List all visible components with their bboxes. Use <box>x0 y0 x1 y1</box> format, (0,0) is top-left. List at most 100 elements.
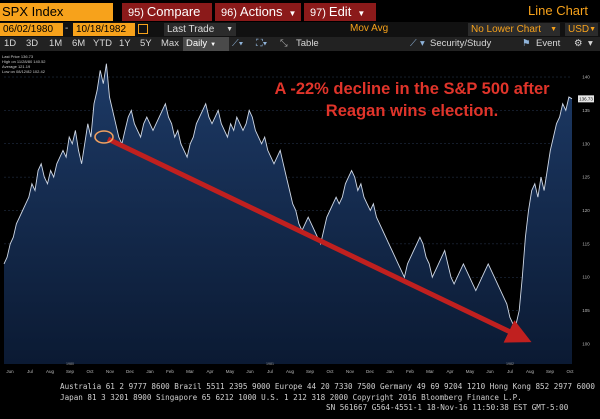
table-button[interactable]: Table <box>296 38 319 49</box>
legend: Last Price 136.73 High on 11/28/80 140.5… <box>2 54 46 74</box>
currency-select[interactable]: USD ▼ <box>565 23 598 36</box>
edit-button[interactable]: 97) Edit ▼ <box>304 3 376 21</box>
actions-number: 96) <box>221 7 237 19</box>
legend-low: Low on 08/12/82 102.42 <box>2 69 45 74</box>
ticker-field[interactable]: SPX Index <box>0 3 113 21</box>
edit-number: 97) <box>310 7 326 19</box>
compare-button[interactable]: 95) Compare <box>122 3 212 21</box>
x-tick-label: Aug <box>286 369 295 374</box>
annotate-icon[interactable]: ⟋ <box>410 38 417 49</box>
event-button[interactable]: Event <box>536 38 561 49</box>
price-line <box>3 63 573 325</box>
actions-label: Actions <box>239 4 283 19</box>
frequency-label: Daily <box>186 38 208 49</box>
actions-caret-icon: ▼ <box>288 9 297 18</box>
x-tick-label: Feb <box>166 369 174 374</box>
y-axis: 100 105 110 115 120 125 130 135 140 <box>582 75 590 347</box>
x-tick-label: Sep <box>66 369 75 374</box>
x-year-label: 1982 <box>506 362 514 366</box>
y-tick-label: 105 <box>582 308 590 313</box>
x-tick-label: Aug <box>526 369 535 374</box>
x-tick-label: Oct <box>326 369 334 374</box>
x-tick-label: Apr <box>206 369 214 374</box>
period-1m[interactable]: 1M <box>49 38 63 49</box>
settings-icon[interactable]: ⚙ <box>574 38 583 49</box>
period-1y[interactable]: 1Y <box>119 38 131 49</box>
security-study-button[interactable]: Security/Study <box>430 38 492 49</box>
election-marker <box>94 130 114 144</box>
date-bar: 06/02/1980 - 10/18/1982 Last Trade ▼ Mov … <box>0 22 600 37</box>
end-date-field[interactable]: 10/18/1982 <box>73 23 135 36</box>
legend-high: High on 11/28/80 140.52 <box>2 59 46 64</box>
period-6m[interactable]: 6M <box>72 38 86 49</box>
price-chart: 100 105 110 115 120 125 130 135 140 Jun Jul Aug Sep… <box>3 63 594 374</box>
x-tick-label: Sep <box>306 369 315 374</box>
x-tick-label: Jan <box>386 369 394 374</box>
study-label[interactable]: Mov Avg <box>350 23 389 34</box>
period-3d[interactable]: 3D <box>26 38 39 49</box>
menu-caret-icon[interactable]: ▾ <box>588 38 593 49</box>
lower-chart-select[interactable]: No Lower Chart ▼ <box>468 23 560 36</box>
lower-caret-icon: ▼ <box>550 26 557 33</box>
y-tick-label: 115 <box>582 241 590 246</box>
currency-caret-icon: ▼ <box>589 26 596 33</box>
x-tick-label: Oct <box>86 369 94 374</box>
annotate-caret-icon[interactable]: ▾ <box>420 38 425 49</box>
x-tick-label: Mar <box>186 369 194 374</box>
x-tick-label: Dec <box>366 369 375 374</box>
line-style-icon[interactable]: ⟋▾ <box>232 38 244 49</box>
date-separator: - <box>65 23 69 34</box>
x-tick-label: Nov <box>346 369 355 374</box>
field-caret-icon: ▼ <box>226 26 233 33</box>
y-tick-label: 100 <box>582 341 590 346</box>
x-tick-label: Jun <box>246 369 254 374</box>
period-ytd[interactable]: YTD <box>93 38 112 49</box>
chart-type-label: Line Chart <box>528 3 588 18</box>
toolbar: 1D 3D 1M 6M YTD 1Y 5Y Max Daily ▼ ⟋▾ ⛶▾ ⤡… <box>0 37 600 51</box>
footer: Australia 61 2 9777 8600 Brazil 5511 239… <box>0 376 600 419</box>
footer-line-1: Australia 61 2 9777 8600 Brazil 5511 239… <box>60 382 595 391</box>
x-tick-label: Mar <box>426 369 434 374</box>
field-select-label: Last Trade <box>167 24 215 35</box>
y-tick-label: 130 <box>582 141 590 146</box>
x-axis: Jun Jul Aug Sep Oct Nov Dec Jan Feb Mar Apr May Jun J… <box>6 362 574 374</box>
period-1d[interactable]: 1D <box>4 38 17 49</box>
last-price-tag: 136.73 <box>578 95 594 103</box>
x-tick-label: Jun <box>486 369 494 374</box>
frequency-caret-icon: ▼ <box>210 42 217 48</box>
footer-line-2: Japan 81 3 3201 8900 Singapore 65 6212 1… <box>60 393 522 402</box>
event-icon[interactable]: ⚑ <box>522 38 531 49</box>
x-tick-label: Jul <box>267 369 273 374</box>
edit-label: Edit <box>328 4 352 19</box>
last-price-box <box>578 95 594 103</box>
x-tick-label: Nov <box>106 369 115 374</box>
last-price-value: 136.73 <box>579 96 593 101</box>
legend-average: Average 121.19 <box>2 64 31 69</box>
frequency-select[interactable]: Daily ▼ <box>183 37 229 51</box>
edit-caret-icon: ▼ <box>357 9 366 18</box>
y-tick-label: 125 <box>582 175 590 180</box>
table-toggle-icon[interactable]: ⤡ <box>280 38 288 49</box>
price-area <box>4 63 572 364</box>
x-tick-label: Jun <box>6 369 14 374</box>
x-tick-label: Feb <box>406 369 414 374</box>
calendar-icon[interactable] <box>138 24 148 34</box>
start-date-field[interactable]: 06/02/1980 <box>0 23 63 36</box>
x-year-label: 1981 <box>266 362 274 366</box>
x-tick-label: Aug <box>46 369 55 374</box>
x-tick-label: Apr <box>446 369 454 374</box>
period-max[interactable]: Max <box>161 38 179 49</box>
x-year-label: 1980 <box>66 362 74 366</box>
x-tick-label: May <box>466 369 475 374</box>
legend-last-price: Last Price 136.73 <box>2 54 34 59</box>
actions-button[interactable]: 96) Actions ▼ <box>215 3 301 21</box>
compare-number: 95) <box>128 7 144 19</box>
field-select[interactable]: Last Trade ▼ <box>164 23 236 36</box>
period-5y[interactable]: 5Y <box>140 38 152 49</box>
x-tick-label: Oct <box>566 369 574 374</box>
chart-style-icon[interactable]: ⛶▾ <box>256 38 268 49</box>
x-tick-label: May <box>226 369 235 374</box>
decline-arrow <box>106 136 532 343</box>
y-tick-label: 135 <box>582 108 590 113</box>
y-tick-label: 140 <box>582 75 590 80</box>
